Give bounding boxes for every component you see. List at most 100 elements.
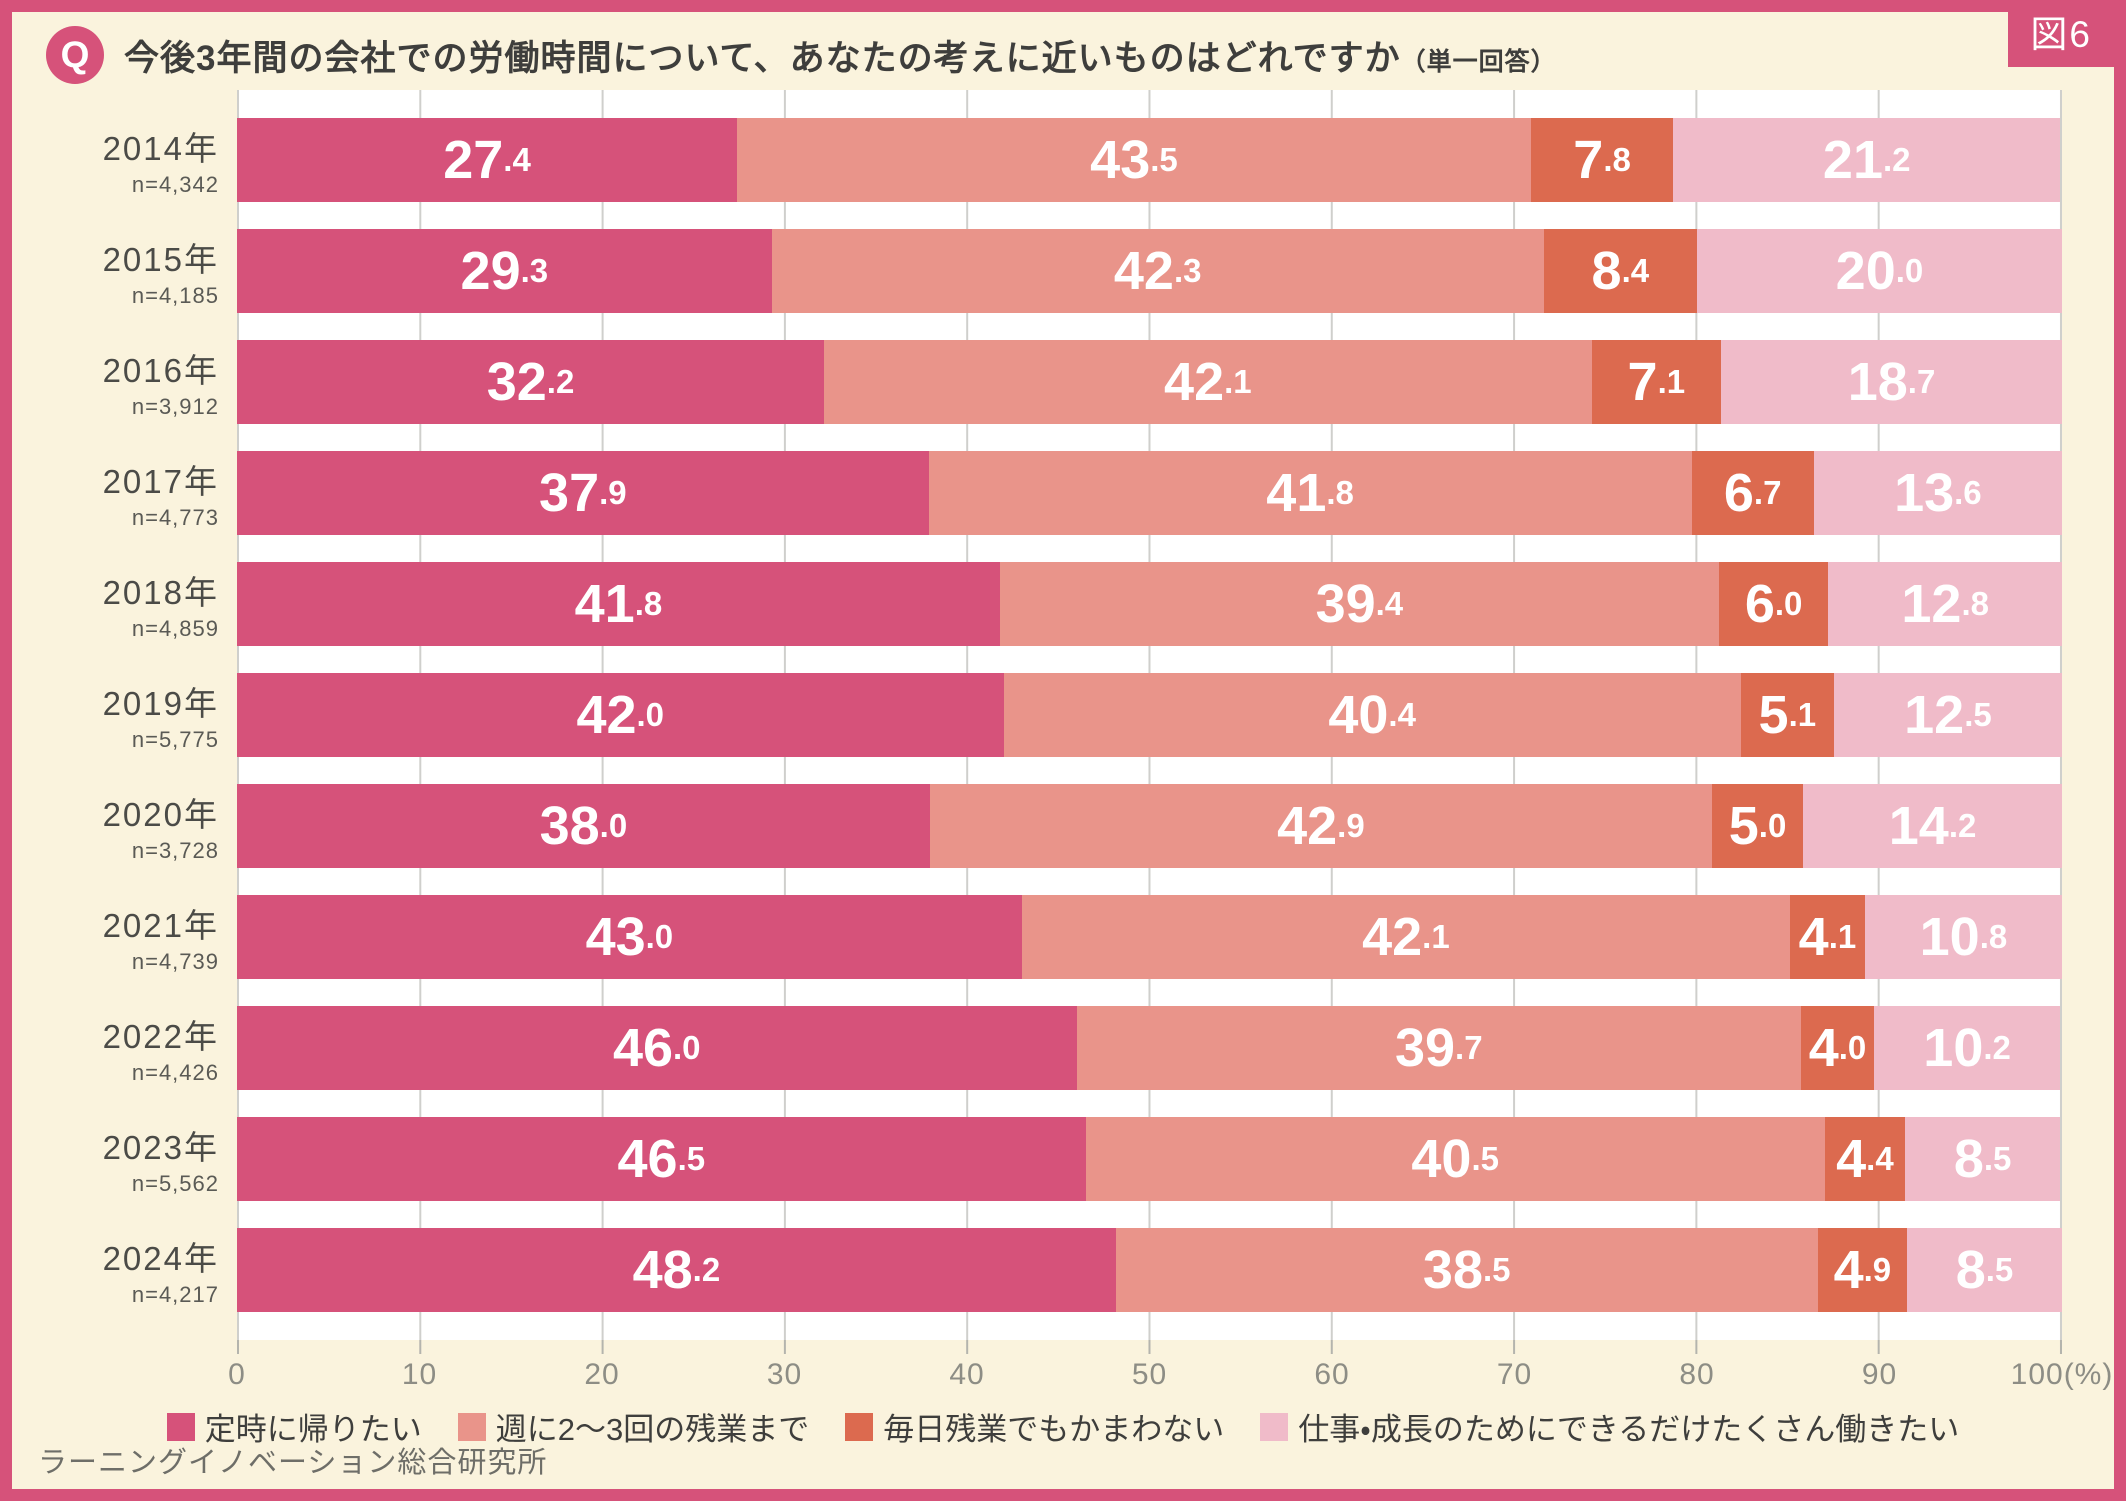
segment-value-dec: .0 xyxy=(1895,252,1924,289)
segment-value-dec: .1 xyxy=(1657,363,1686,400)
segment-value-int: 39 xyxy=(1394,1018,1456,1078)
year-label: 2016年 xyxy=(102,352,219,389)
axis-tick-label: 80 xyxy=(1679,1358,1715,1391)
segment-value-dec: .8 xyxy=(1979,918,2008,955)
sample-size-label: n=4,217 xyxy=(131,1282,219,1307)
sample-size-label: n=4,859 xyxy=(131,616,219,641)
segment-value-int: 46 xyxy=(612,1018,674,1078)
segment-value-int: 6 xyxy=(1744,574,1775,634)
legend-label: 仕事・成長のためにできるだけたくさん働きたい xyxy=(1298,1412,1960,1447)
bar-segment-3: 6.0 xyxy=(1718,562,1829,646)
segment-value-dec: .2 xyxy=(546,363,575,400)
segment-value-dec: .0 xyxy=(599,807,628,844)
bar-segment-2: 41.8 xyxy=(928,451,1692,535)
segment-value-dec: .6 xyxy=(1954,474,1982,511)
segment-value-dec: .5 xyxy=(1471,1140,1499,1177)
segment-value-dec: .0 xyxy=(645,918,674,955)
bar-segment-1: 37.9 xyxy=(237,451,929,535)
legend-item-2: 週に2～3回の残業まで xyxy=(457,1404,809,1449)
bar-segment-1: 46.5 xyxy=(237,1117,1086,1201)
title-text: 今後3年間の会社での労働時間について、あなたの考えに近いものはどれですか xyxy=(124,38,1401,78)
segment-value-dec: .8 xyxy=(1326,474,1354,511)
segment-value-dec: .3 xyxy=(520,252,549,289)
segment-value-dec: .0 xyxy=(1838,1029,1867,1066)
segment-value-int: 7 xyxy=(1627,352,1658,412)
bar-track: 42.0 40.4 5.1 12.5 xyxy=(237,673,2062,757)
segment-value-int: 48 xyxy=(632,1240,693,1300)
segment-value-dec: .2 xyxy=(1948,807,1977,844)
segment-value-int: 29 xyxy=(460,241,521,301)
row-label: 2016年 n=3,912 xyxy=(12,340,237,424)
legend-swatch xyxy=(845,1412,874,1441)
bar-segment-1: 32.2 xyxy=(237,340,825,424)
bar-segment-1: 46.0 xyxy=(237,1006,1077,1090)
segment-value-int: 5 xyxy=(1728,796,1759,856)
bar-segment-2: 42.1 xyxy=(824,340,1592,424)
figure-number-tab: 図6 xyxy=(2008,12,2114,67)
segment-value-dec: .9 xyxy=(599,474,627,511)
bar-segment-1: 41.8 xyxy=(237,562,1000,646)
year-label: 2021年 xyxy=(102,907,219,944)
bar-segment-2: 40.5 xyxy=(1085,1117,1825,1201)
segment-value-int: 12 xyxy=(1904,685,1965,745)
bar-segment-4: 10.2 xyxy=(1874,1006,2061,1090)
segment-value-int: 42 xyxy=(1362,907,1423,967)
segment-value-dec: .2 xyxy=(692,1251,721,1288)
segment-value-int: 7 xyxy=(1573,130,1604,190)
row-label: 2018年 n=4,859 xyxy=(12,562,237,646)
bar-row: 2014年 n=4,342 27.4 43.5 7.8 21.2 xyxy=(12,118,2114,202)
bar-track: 38.0 42.9 5.0 14.2 xyxy=(237,784,2062,868)
segment-value-int: 43 xyxy=(1090,130,1151,190)
bar-track: 46.5 40.5 4.4 8.5 xyxy=(237,1117,2062,1201)
segment-value-dec: .2 xyxy=(1882,141,1911,178)
year-label: 2023年 xyxy=(102,1129,219,1166)
bar-row: 2020年 n=3,728 38.0 42.9 5.0 14.2 xyxy=(12,784,2114,868)
segment-value-int: 8 xyxy=(1953,1129,1984,1189)
segment-value-dec: .7 xyxy=(1455,1029,1483,1066)
bar-track: 37.9 41.8 6.7 13.6 xyxy=(237,451,2062,535)
sample-size-label: n=4,426 xyxy=(131,1060,219,1085)
segment-value-int: 14 xyxy=(1888,796,1949,856)
legend-label: 毎日残業でもかまわない xyxy=(883,1412,1225,1447)
bar-segment-3: 4.9 xyxy=(1817,1228,1908,1312)
row-label: 2019年 n=5,775 xyxy=(12,673,237,757)
segment-value-int: 32 xyxy=(486,352,547,412)
bar-row: 2016年 n=3,912 32.2 42.1 7.1 18.7 xyxy=(12,340,2114,424)
segment-value-int: 6 xyxy=(1723,463,1754,523)
axis-tick-label: 100(%) xyxy=(2010,1358,2114,1391)
row-label: 2023年 n=5,562 xyxy=(12,1117,237,1201)
segment-value-int: 13 xyxy=(1894,463,1955,523)
bar-segment-1: 27.4 xyxy=(237,118,738,202)
axis-tick-label: 10 xyxy=(401,1358,438,1391)
bar-track: 48.2 38.5 4.9 8.5 xyxy=(237,1228,2062,1312)
segment-value-dec: .0 xyxy=(636,696,665,733)
bar-segment-2: 43.5 xyxy=(737,118,1531,202)
bar-segment-4: 8.5 xyxy=(1905,1117,2061,1201)
year-label: 2020年 xyxy=(102,796,219,833)
year-label: 2024年 xyxy=(102,1240,219,1277)
segment-value-dec: .7 xyxy=(1753,474,1782,511)
segment-value-dec: .7 xyxy=(1907,363,1936,400)
bar-segment-4: 12.8 xyxy=(1828,562,2062,646)
bar-row: 2019年 n=5,775 42.0 40.4 5.1 12.5 xyxy=(12,673,2114,757)
segment-value-dec: .9 xyxy=(1863,1251,1892,1288)
bar-segment-1: 29.3 xyxy=(237,229,772,313)
axis-tick-label: 20 xyxy=(584,1358,620,1391)
segment-value-int: 10 xyxy=(1923,1018,1984,1078)
segment-value-dec: .0 xyxy=(1758,807,1787,844)
segment-value-int: 4 xyxy=(1798,907,1829,967)
sample-size-label: n=4,185 xyxy=(131,283,219,308)
sample-size-label: n=5,562 xyxy=(131,1171,219,1196)
bar-segment-3: 7.1 xyxy=(1591,340,1722,424)
axis-tick-labels: 0 10 20 30 40 50 60 70 80 90 100(%) xyxy=(228,1358,2112,1396)
row-label: 2014年 n=4,342 xyxy=(12,118,237,202)
bar-segment-2: 38.5 xyxy=(1115,1228,1818,1312)
bar-segment-3: 7.8 xyxy=(1530,118,1674,202)
segment-value-int: 5 xyxy=(1758,685,1789,745)
segment-value-int: 27 xyxy=(443,130,504,190)
segment-value-int: 38 xyxy=(1422,1240,1483,1300)
segment-value-int: 12 xyxy=(1901,574,1962,634)
segment-value-dec: .1 xyxy=(1224,363,1252,400)
segment-value-dec: .4 xyxy=(1388,696,1416,733)
